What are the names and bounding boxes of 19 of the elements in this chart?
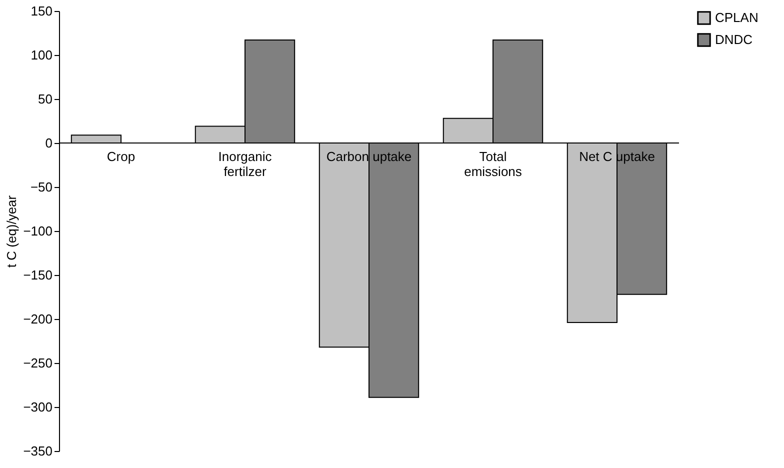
y-tick-label: −350 [23, 444, 52, 458]
x-tick-label: Net C uptake [579, 149, 655, 164]
y-tick-label: −250 [23, 356, 52, 370]
y-tick-label: −100 [23, 224, 52, 238]
y-tick-label: 0 [45, 136, 52, 150]
y-tick-label: −50 [30, 180, 52, 194]
x-tick-label: Total emissions [464, 149, 522, 179]
y-tick-label: −200 [23, 312, 52, 326]
y-axis-title: t C (eq)/year [4, 194, 20, 268]
y-tick-label: 50 [38, 92, 52, 106]
x-tick-label: Inorganic fertilzer [218, 149, 272, 179]
legend-label: CPLAN [715, 10, 758, 25]
x-tick-label: Crop [106, 149, 136, 164]
y-tick-label: 100 [30, 48, 52, 62]
y-tick-label: −150 [23, 268, 52, 282]
y-tick-label: −300 [23, 400, 52, 414]
legend-label: DNDC [715, 32, 753, 47]
y-tick-label: 150 [30, 4, 52, 18]
x-tick-label: Carbon uptake [326, 149, 412, 164]
